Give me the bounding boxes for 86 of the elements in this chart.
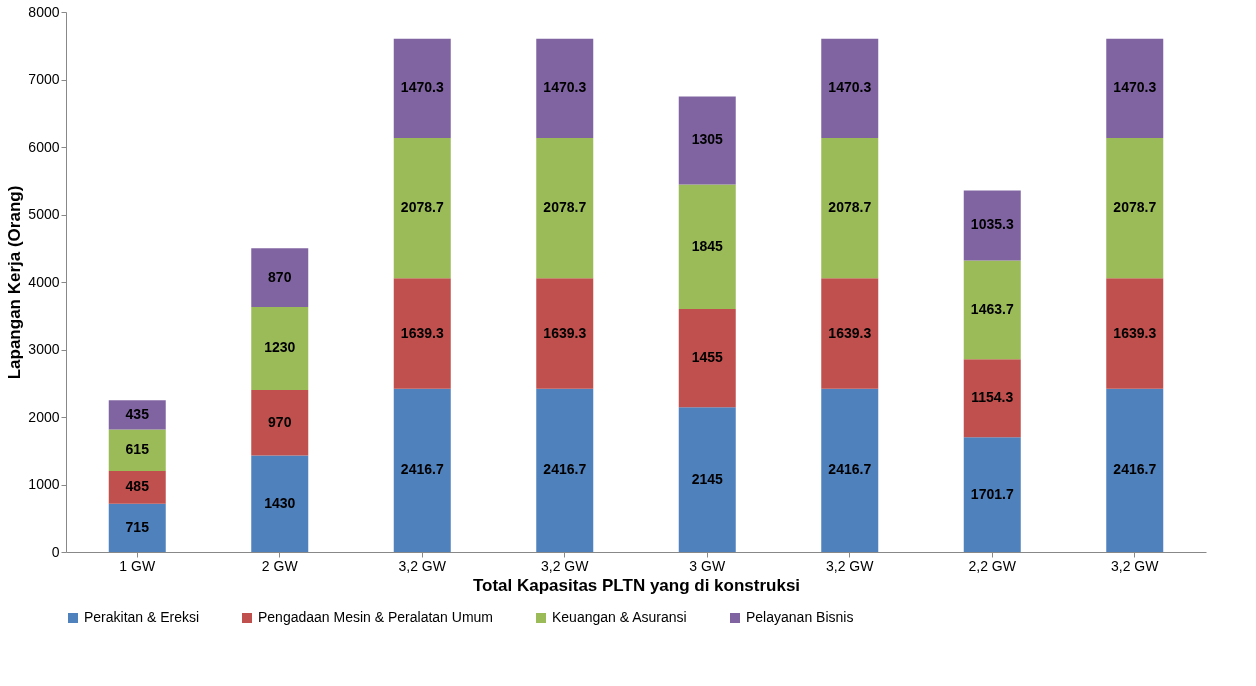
bar [1106,137,1164,279]
bar [821,388,879,552]
data-label: 970 [268,413,292,430]
bar [393,38,451,138]
bar [251,248,309,307]
y-tick-label: 5000 [28,206,60,222]
data-label: 1463.7 [970,300,1014,317]
legend-label: Pengadaan Mesin & Peralatan Umum [258,609,494,625]
data-label: 615 [125,441,150,458]
legend-label: Pelayanan Bisnis [746,609,854,625]
bar [108,471,166,504]
data-label: 2416.7 [400,461,444,478]
data-label: 1639.3 [400,324,444,341]
bar [251,390,309,456]
x-tick-label: 3,2 GW [826,557,875,574]
bar [1106,278,1164,389]
data-label: 715 [125,518,150,535]
data-label: 2078.7 [400,199,444,216]
data-label: 1470.3 [1113,79,1157,96]
data-label: 1701.7 [970,485,1014,502]
x-tick-label: 2 GW [261,557,299,574]
bar [963,260,1021,360]
bar [1106,388,1164,552]
y-tick-label: 0 [51,543,60,560]
y-axis-title: Lapangan Kerja (Orang) [5,185,25,380]
x-tick-label: 1 GW [119,557,156,574]
data-label: 1305 [691,131,724,148]
data-label: 2078.7 [1113,199,1157,216]
data-label: 1035.3 [970,216,1014,233]
y-tick-label: 8000 [28,3,60,20]
legend-label: Keuangan & Asuransi [552,609,687,625]
bar [678,309,736,408]
data-label: 2416.7 [1113,461,1157,478]
bar [251,455,309,552]
bar [393,388,451,552]
data-label: 485 [125,478,150,495]
bar [678,407,736,552]
x-axis-title: Total Kapasitas PLTN yang di konstruksi [472,575,801,595]
data-label: 2078.7 [543,199,587,216]
bar [108,429,166,471]
bar [821,38,879,138]
y-tick-label: 4000 [28,273,60,290]
data-label: 2416.7 [828,461,872,478]
bar [393,278,451,389]
bar [821,278,879,389]
legend-label: Perakitan & Ereksi [84,609,200,625]
bar [393,137,451,279]
x-tick-label: 3 GW [689,557,726,574]
y-tick-label: 1000 [28,476,60,492]
data-label: 1845 [691,237,724,254]
data-label: 1470.3 [543,79,587,96]
data-label: 1230 [264,339,296,356]
bar [108,503,166,552]
data-label: 1639.3 [828,324,872,341]
bar [1106,38,1164,138]
x-tick-label: 3,2 GW [398,557,447,574]
data-label: 870 [268,268,292,285]
y-tick-label: 3000 [28,341,60,357]
bar [678,96,736,185]
x-tick-label: 3,2 GW [1111,557,1160,574]
bar [821,137,879,279]
bar [251,306,309,390]
data-label: 1430 [264,494,296,511]
bar [536,137,594,279]
data-label: 1455 [691,349,724,366]
x-tick-label: 3,2 GW [541,557,590,574]
bar [963,190,1021,261]
data-label: 1639.3 [1113,324,1157,341]
data-label: 2145 [691,470,724,487]
x-tick-label: 2,2 GW [968,557,1017,574]
bar [963,437,1021,552]
y-tick-label: 6000 [28,138,60,155]
bar [536,38,594,138]
bar [678,184,736,309]
data-label: 2416.7 [543,461,587,478]
y-tick-label: 7000 [28,71,60,87]
bar [963,359,1021,438]
data-label: 1154.3 [971,389,1014,406]
bar [536,388,594,552]
data-label: 435 [125,405,150,422]
y-tick-label: 2000 [28,408,60,425]
bar [536,278,594,389]
data-label: 2078.7 [828,199,872,216]
data-label: 1470.3 [400,79,444,96]
data-label: 1639.3 [543,324,587,341]
data-label: 1470.3 [828,79,872,96]
